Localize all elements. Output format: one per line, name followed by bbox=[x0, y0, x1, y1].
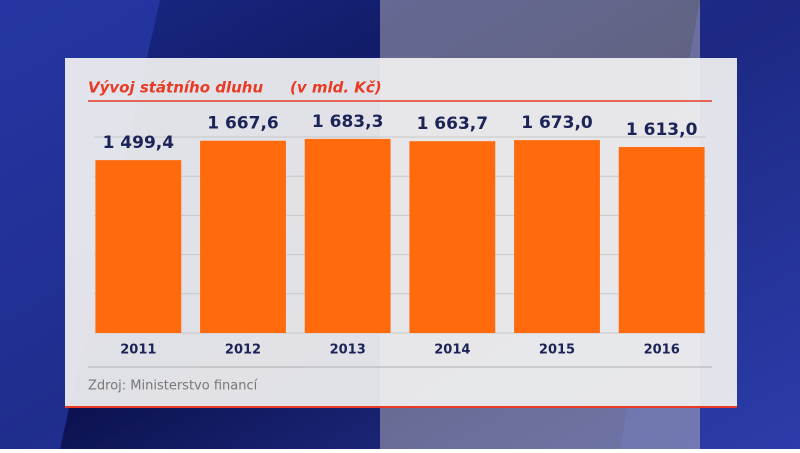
value-label: 1 663,7 bbox=[417, 114, 489, 134]
bar bbox=[304, 138, 391, 333]
source: Zdroj: Ministerstvo financí bbox=[88, 379, 258, 394]
bar bbox=[200, 140, 286, 333]
x-tick-label: 2015 bbox=[539, 343, 575, 358]
bar bbox=[514, 140, 600, 333]
chart-subtitle: (v mld. Kč) bbox=[290, 79, 382, 97]
bar bbox=[409, 141, 496, 333]
value-label: 1 683,3 bbox=[312, 112, 384, 132]
x-tick-label: 2013 bbox=[330, 343, 366, 358]
chart-title: Vývoj státního dluhu bbox=[88, 79, 263, 97]
value-label: 1 499,4 bbox=[103, 133, 175, 153]
bar bbox=[618, 147, 705, 333]
value-label: 1 667,6 bbox=[207, 114, 279, 134]
x-tick-label: 2016 bbox=[644, 343, 680, 358]
value-label: 1 673,0 bbox=[521, 113, 593, 133]
bar bbox=[95, 160, 182, 333]
x-tick-label: 2011 bbox=[120, 343, 156, 358]
x-tick-label: 2014 bbox=[434, 343, 470, 358]
x-tick-label: 2012 bbox=[225, 343, 261, 358]
value-label: 1 613,0 bbox=[626, 120, 698, 140]
